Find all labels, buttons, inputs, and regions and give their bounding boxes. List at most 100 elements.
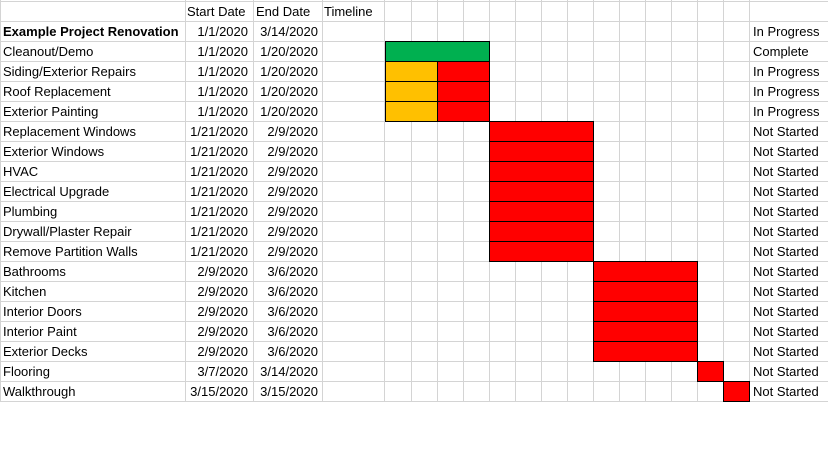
task-end-date[interactable]: 1/20/2020 [260, 84, 318, 99]
task-status[interactable]: In Progress [753, 104, 820, 119]
gantt-bar [489, 241, 594, 262]
grid-row-line [0, 1, 828, 2]
task-end-date[interactable]: 3/6/2020 [267, 324, 318, 339]
task-status[interactable]: Not Started [753, 244, 819, 259]
task-start-date[interactable]: 3/7/2020 [197, 364, 248, 379]
task-name[interactable]: Plumbing [3, 204, 58, 219]
task-name[interactable]: Walkthrough [3, 384, 76, 399]
task-name[interactable]: Exterior Windows [3, 144, 105, 159]
task-name[interactable]: Remove Partition Walls [3, 244, 138, 259]
task-end-date[interactable]: 3/6/2020 [267, 304, 318, 319]
task-name[interactable]: Exterior Painting [3, 104, 99, 119]
gantt-bar-segment-not-started [437, 82, 489, 101]
task-start-date[interactable]: 1/1/2020 [197, 104, 248, 119]
task-status[interactable]: Not Started [753, 144, 819, 159]
gantt-bar-segment-not-started [437, 62, 489, 81]
task-status[interactable]: Not Started [753, 344, 819, 359]
task-status[interactable]: In Progress [753, 64, 820, 79]
task-name[interactable]: Electrical Upgrade [3, 184, 110, 199]
task-end-date[interactable]: 1/20/2020 [260, 44, 318, 59]
project-title[interactable]: Example Project Renovation [3, 24, 179, 39]
gantt-bar [593, 281, 698, 302]
task-status[interactable]: Not Started [753, 284, 819, 299]
task-name[interactable]: Bathrooms [3, 264, 66, 279]
task-status[interactable]: Not Started [753, 204, 819, 219]
task-start-date[interactable]: 3/15/2020 [190, 384, 248, 399]
task-start-date[interactable]: 2/9/2020 [197, 284, 248, 299]
task-end-date[interactable]: 1/20/2020 [260, 64, 318, 79]
task-start-date[interactable]: 1/1/2020 [197, 64, 248, 79]
task-start-date[interactable]: 1/21/2020 [190, 224, 248, 239]
gantt-bar [593, 321, 698, 342]
task-status[interactable]: Not Started [753, 324, 819, 339]
task-name[interactable]: Flooring [3, 364, 50, 379]
gantt-bar [593, 261, 698, 282]
task-start-date[interactable]: 1/21/2020 [190, 124, 248, 139]
task-name[interactable]: HVAC [3, 164, 39, 179]
task-end-date[interactable]: 2/9/2020 [267, 184, 318, 199]
task-start-date[interactable]: 2/9/2020 [197, 304, 248, 319]
grid-row-line [0, 281, 828, 282]
task-end-date[interactable]: 2/9/2020 [267, 124, 318, 139]
task-end-date[interactable]: 2/9/2020 [267, 244, 318, 259]
gantt-bar [489, 121, 594, 142]
task-start-date[interactable]: 1/1/2020 [197, 84, 248, 99]
task-start-date[interactable]: 1/21/2020 [190, 204, 248, 219]
task-status[interactable]: Not Started [753, 264, 819, 279]
gantt-bar-segment-not-started [437, 102, 489, 121]
task-start-date[interactable]: 2/9/2020 [197, 264, 248, 279]
task-start-date[interactable]: 1/21/2020 [190, 144, 248, 159]
header-end-date[interactable]: End Date [256, 4, 311, 19]
task-status[interactable]: Not Started [753, 224, 819, 239]
task-end-date[interactable]: 3/15/2020 [260, 384, 318, 399]
task-end-date[interactable]: 3/6/2020 [267, 284, 318, 299]
gantt-bar [593, 301, 698, 322]
grid-row-line [0, 21, 828, 22]
grid-row-line [0, 161, 828, 162]
task-name[interactable]: Replacement Windows [3, 124, 136, 139]
task-end-date[interactable]: 3/6/2020 [267, 264, 318, 279]
task-start-date[interactable]: 2/9/2020 [197, 344, 248, 359]
task-start-date[interactable]: 1/21/2020 [190, 184, 248, 199]
gantt-bar-segment-not-started [490, 142, 593, 161]
gantt-bar [489, 161, 594, 182]
task-status[interactable]: Not Started [753, 304, 819, 319]
task-end-date[interactable]: 2/9/2020 [267, 224, 318, 239]
gantt-bar [593, 341, 698, 362]
gantt-bar-segment-in-progress [386, 62, 437, 81]
task-name[interactable]: Exterior Decks [3, 344, 88, 359]
task-status[interactable]: Not Started [753, 124, 819, 139]
gantt-bar-segment-not-started [594, 262, 697, 281]
task-start-date[interactable]: 1/21/2020 [190, 164, 248, 179]
project-status[interactable]: In Progress [753, 24, 820, 39]
task-status[interactable]: Complete [753, 44, 809, 59]
task-name[interactable]: Drywall/Plaster Repair [3, 224, 132, 239]
task-end-date[interactable]: 3/14/2020 [260, 364, 318, 379]
task-status[interactable]: Not Started [753, 364, 819, 379]
task-name[interactable]: Kitchen [3, 284, 47, 299]
project-end-date[interactable]: 3/14/2020 [260, 24, 318, 39]
task-name[interactable]: Cleanout/Demo [3, 44, 94, 59]
gantt-bar-segment-not-started [490, 182, 593, 201]
task-name[interactable]: Interior Paint [3, 324, 77, 339]
task-status[interactable]: Not Started [753, 384, 819, 399]
task-name[interactable]: Roof Replacement [3, 84, 111, 99]
project-start-date[interactable]: 1/1/2020 [197, 24, 248, 39]
task-end-date[interactable]: 2/9/2020 [267, 144, 318, 159]
task-start-date[interactable]: 1/21/2020 [190, 244, 248, 259]
task-end-date[interactable]: 2/9/2020 [267, 164, 318, 179]
task-status[interactable]: Not Started [753, 164, 819, 179]
header-timeline[interactable]: Timeline [324, 4, 373, 19]
task-name[interactable]: Siding/Exterior Repairs [3, 64, 136, 79]
gantt-bar [385, 61, 490, 82]
task-end-date[interactable]: 2/9/2020 [267, 204, 318, 219]
task-name[interactable]: Interior Doors [3, 304, 82, 319]
task-status[interactable]: In Progress [753, 84, 820, 99]
task-status[interactable]: Not Started [753, 184, 819, 199]
task-start-date[interactable]: 2/9/2020 [197, 324, 248, 339]
header-start-date[interactable]: Start Date [187, 4, 246, 19]
task-end-date[interactable]: 1/20/2020 [260, 104, 318, 119]
task-start-date[interactable]: 1/1/2020 [197, 44, 248, 59]
task-end-date[interactable]: 3/6/2020 [267, 344, 318, 359]
grid-row-line [0, 361, 828, 362]
